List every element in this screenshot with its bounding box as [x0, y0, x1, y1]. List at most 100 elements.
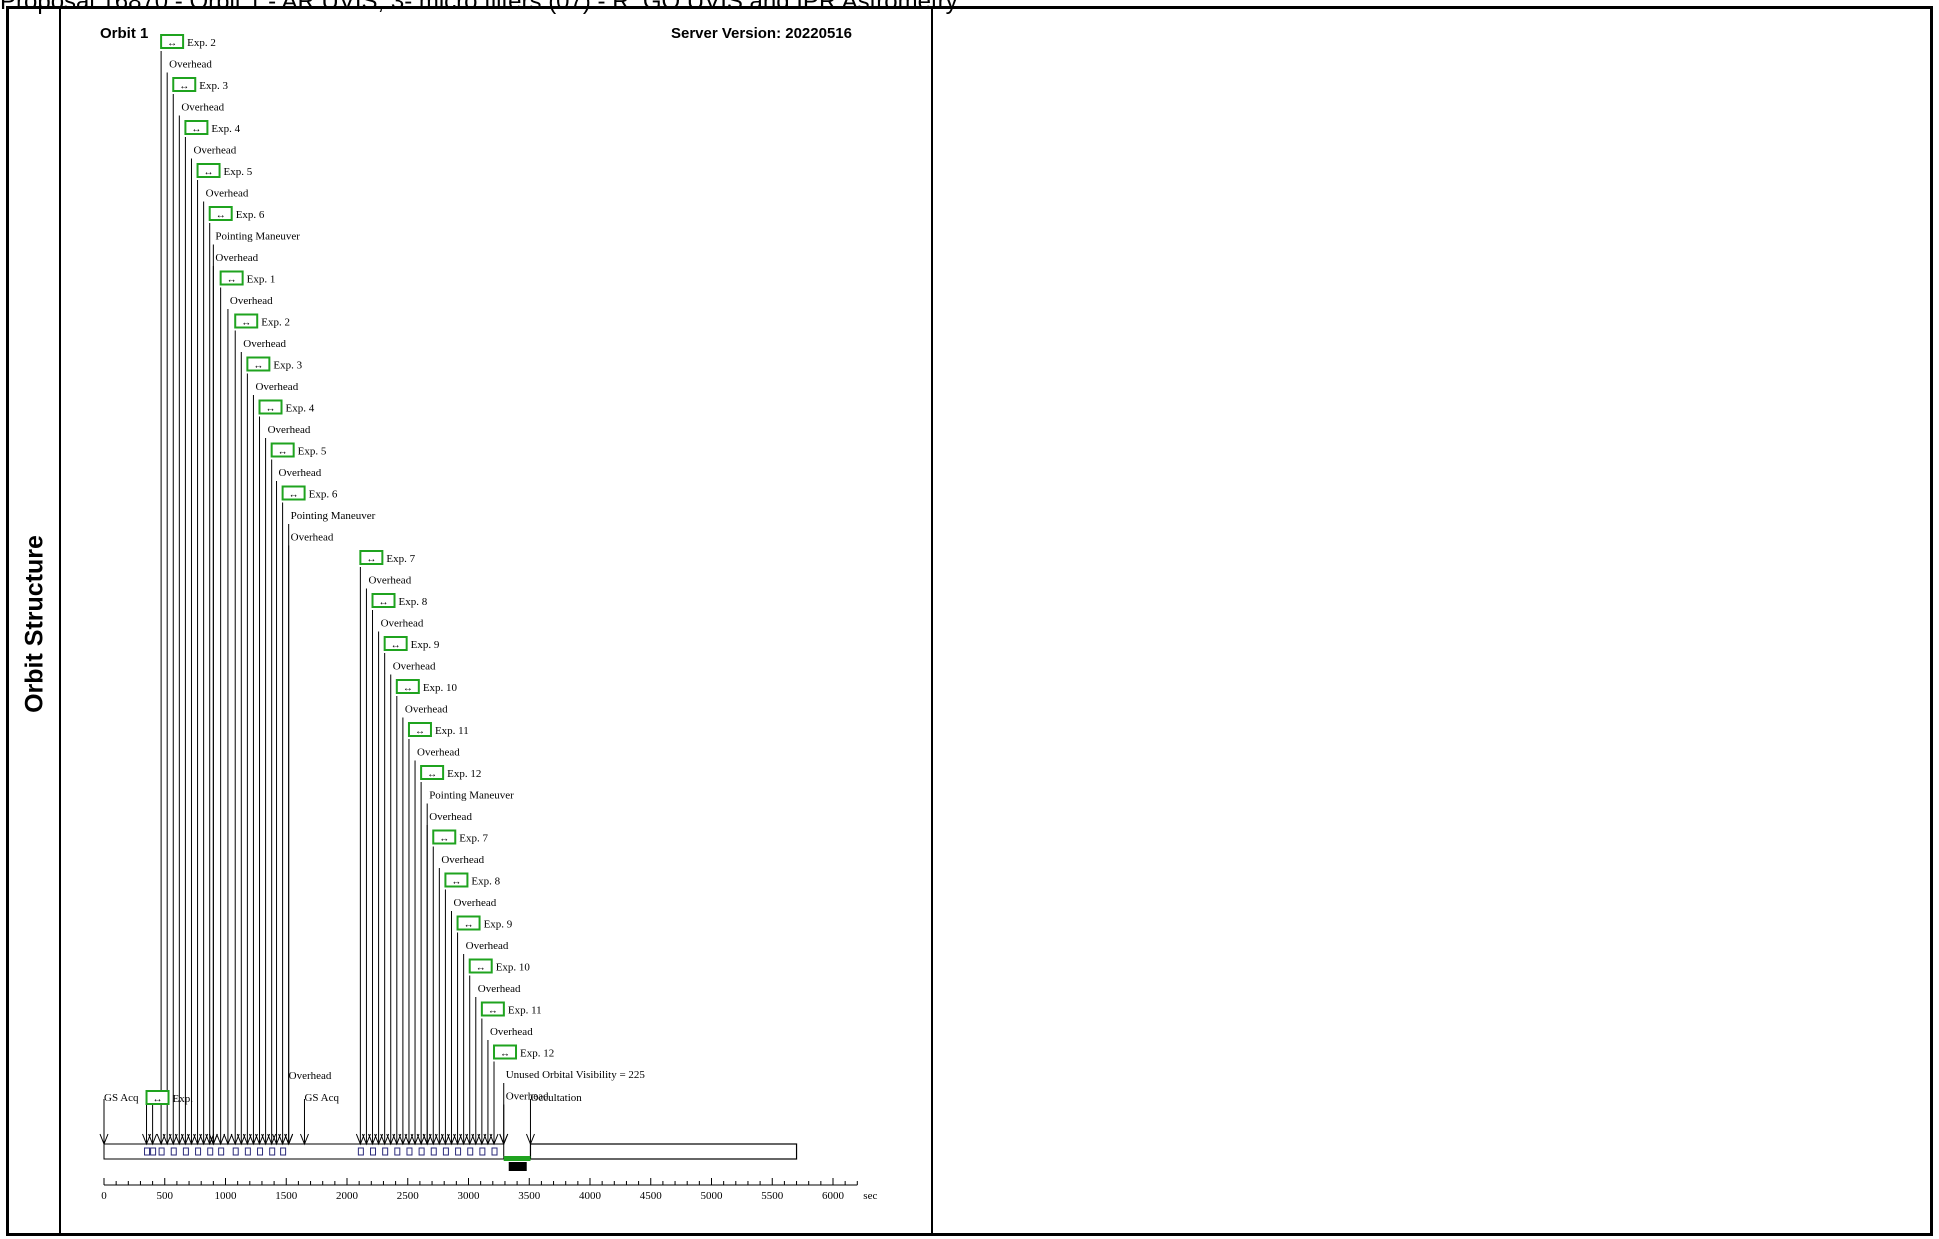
- bar-exposure-block: [491, 1147, 498, 1156]
- double-arrow-icon: ↔: [427, 769, 437, 780]
- event-label: Overhead: [429, 811, 472, 823]
- bar-exposure-block: [418, 1147, 425, 1156]
- x-tick-label: 0: [101, 1190, 107, 1202]
- double-arrow-icon: ↔: [366, 554, 376, 565]
- bottom-note: GS Acq: [304, 1092, 339, 1104]
- bar-exposure-block: [207, 1147, 214, 1156]
- exposure-label: Exp. 11: [508, 1005, 542, 1017]
- bar-exposure-block: [144, 1147, 151, 1156]
- bar-exposure-block: [455, 1147, 462, 1156]
- exposure-box: [208, 206, 233, 221]
- event-arrow: [180, 1133, 190, 1146]
- orbit-timeline-chart: Orbit 1 Server Version: 20220516 ↔ Exp. 2…: [99, 25, 877, 1202]
- bar-exposure-block: [467, 1147, 474, 1156]
- event-arrow: [526, 1133, 535, 1146]
- event-arrow: [148, 1133, 158, 1146]
- double-arrow-icon: ↔: [153, 1094, 163, 1105]
- bar-exposure-block: [257, 1147, 264, 1156]
- bottom-note: Occultation: [530, 1092, 582, 1104]
- bar-exposure-block: [218, 1147, 225, 1156]
- event-arrow: [216, 1133, 226, 1146]
- event-arrow: [374, 1133, 384, 1146]
- exposure-label: Exp. 8: [399, 596, 428, 608]
- event-label: Overhead: [478, 983, 521, 995]
- double-arrow-icon: ↔: [379, 597, 389, 608]
- event-arrow: [156, 1133, 166, 1146]
- exposure-box: [219, 270, 244, 286]
- exposure-label: Exp. 8: [471, 876, 500, 888]
- bottom-note: Exp.: [173, 1093, 194, 1105]
- event-label: Overhead: [453, 897, 496, 909]
- bar-exposure-block: [430, 1147, 437, 1156]
- event-label: Overhead: [206, 188, 249, 200]
- event-label: Pointing Maneuver: [429, 790, 514, 802]
- exposure-label: Exp. 4: [211, 123, 240, 135]
- bar-exposure-block: [382, 1147, 389, 1156]
- event-arrow: [205, 1133, 215, 1146]
- exposure-box: [145, 1090, 170, 1105]
- exposure-label: Exp. 10: [423, 682, 458, 694]
- exposure-box: [420, 765, 445, 780]
- x-axis-label: sec: [863, 1190, 877, 1202]
- exposure-box: [468, 958, 493, 974]
- bar-exposure-block: [479, 1147, 486, 1156]
- x-tick-label: 3000: [458, 1190, 481, 1202]
- double-arrow-icon: ↔: [191, 124, 201, 135]
- event-arrow: [447, 1133, 456, 1146]
- x-tick-label: 1000: [215, 1190, 238, 1202]
- orbit-title: Orbit 1: [100, 25, 148, 42]
- double-arrow-icon: ↔: [241, 318, 251, 329]
- double-arrow-icon: ↔: [289, 490, 299, 501]
- double-arrow-icon: ↔: [227, 275, 237, 286]
- event-arrow: [459, 1133, 469, 1146]
- exposure-label: Exp. 1: [247, 274, 276, 286]
- event-arrow: [416, 1133, 426, 1146]
- event-label: Overhead: [230, 295, 273, 307]
- exposure-box: [258, 399, 283, 415]
- event-arrow: [404, 1133, 414, 1146]
- double-arrow-icon: ↔: [266, 404, 276, 415]
- event-arrow: [392, 1133, 402, 1146]
- exposure-box: [184, 120, 209, 135]
- exposure-box: [281, 485, 306, 501]
- exposure-label: Exp. 10: [496, 962, 531, 974]
- event-label: Overhead: [169, 59, 212, 71]
- event-arrow: [428, 1133, 438, 1146]
- double-arrow-icon: ↔: [403, 683, 413, 694]
- double-arrow-icon: ↔: [488, 1006, 498, 1017]
- event-arrow: [255, 1133, 264, 1146]
- exposure-box: [383, 636, 408, 651]
- event-arrow: [386, 1133, 396, 1146]
- exposure-box: [395, 679, 420, 694]
- event-label: Overhead: [181, 102, 224, 114]
- event-arrow: [278, 1133, 288, 1146]
- event-arrow: [99, 1133, 109, 1146]
- exposure-label: Exp. 2: [187, 37, 216, 49]
- double-arrow-icon: ↔: [391, 640, 401, 651]
- event-arrow: [187, 1133, 196, 1146]
- event-arrow: [168, 1133, 178, 1146]
- event-arrow: [361, 1133, 371, 1146]
- visibility-bar: [103, 1143, 505, 1160]
- bar-exposure-block: [442, 1147, 449, 1156]
- event-arrow: [398, 1133, 408, 1146]
- exposure-label: Exp. 6: [309, 489, 338, 501]
- bar-exposure-block: [269, 1147, 276, 1156]
- event-arrow: [465, 1133, 475, 1146]
- double-arrow-icon: ↔: [439, 834, 449, 845]
- event-arrow: [230, 1133, 240, 1146]
- event-arrow: [440, 1133, 450, 1146]
- event-label: Overhead: [441, 854, 484, 866]
- double-arrow-icon: ↔: [476, 963, 486, 974]
- event-label: Overhead: [243, 338, 286, 350]
- event-arrow: [223, 1133, 233, 1146]
- x-tick-label: 2500: [397, 1190, 420, 1202]
- x-tick-label: 1500: [275, 1190, 298, 1202]
- exposure-label: Exp. 2: [261, 317, 290, 329]
- double-arrow-icon: ↔: [167, 38, 177, 49]
- event-arrow: [453, 1133, 463, 1146]
- exposure-box: [172, 77, 197, 92]
- exposure-label: Exp. 12: [447, 768, 481, 780]
- event-arrow: [272, 1133, 281, 1146]
- exposure-label: Exp. 3: [199, 80, 228, 92]
